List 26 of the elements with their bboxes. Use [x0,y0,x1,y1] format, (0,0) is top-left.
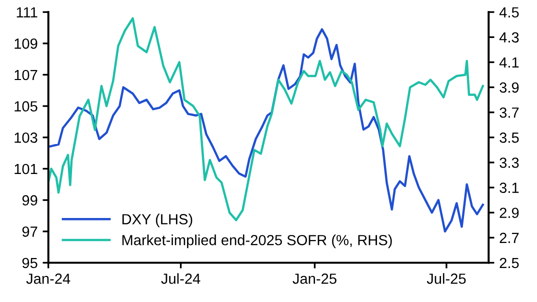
y2-tick-label: 2.7 [500,232,519,243]
y2-tick-label: 3.9 [500,82,519,93]
y-tick-label: 101 [14,164,38,174]
legend-label: Market-implied end-2025 SOFR (%, RHS) [122,234,392,248]
x-tick-label: Jul-24 [161,273,200,284]
y2-tick-label: 4.1 [499,57,519,68]
y-tick-label: 95 [22,258,38,268]
y2-tick-label: 3.7 [500,107,519,118]
x-tick-label: Jan-25 [292,274,336,284]
y-tick-label: 97 [22,226,38,237]
x-tick-label: Jan-24 [26,274,70,284]
y2-tick-label: 4.5 [499,7,519,18]
y-tick-label: 105 [14,101,38,112]
y-tick-label: 111 [16,7,38,18]
y-tick-label: 99 [22,195,38,206]
y2-tick-label: 3.1 [500,182,519,193]
y2-tick-label: 2.5 [500,258,519,268]
y-tick-label: 107 [14,70,38,80]
y2-tick-label: 4.3 [499,32,519,43]
y-tick-label: 103 [14,132,38,143]
legend-label: DXY (LHS) [122,214,192,228]
y2-tick-label: 2.9 [500,208,519,218]
x-tick-label: Jul-25 [426,273,466,284]
y2-tick-label: 3.5 [500,132,519,143]
y2-tick-label: 3.3 [500,158,519,168]
y-tick-label: 109 [14,38,38,49]
